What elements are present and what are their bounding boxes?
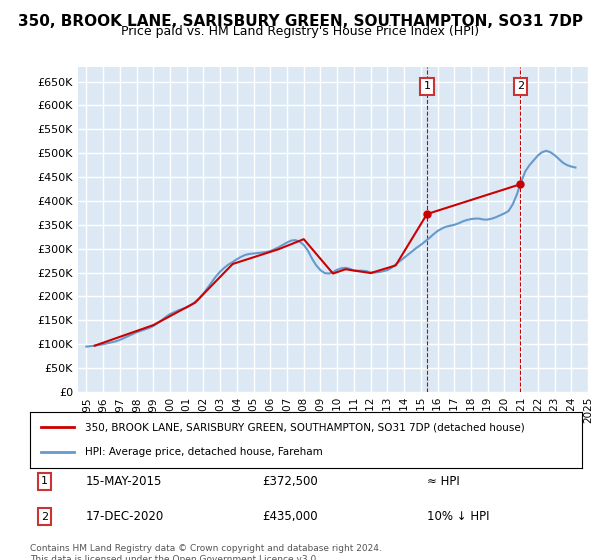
Text: £435,000: £435,000 xyxy=(262,510,317,523)
Text: 350, BROOK LANE, SARISBURY GREEN, SOUTHAMPTON, SO31 7DP: 350, BROOK LANE, SARISBURY GREEN, SOUTHA… xyxy=(17,14,583,29)
Text: Price paid vs. HM Land Registry's House Price Index (HPI): Price paid vs. HM Land Registry's House … xyxy=(121,25,479,38)
Text: £372,500: £372,500 xyxy=(262,475,317,488)
Text: 15-MAY-2015: 15-MAY-2015 xyxy=(85,475,161,488)
Text: 1: 1 xyxy=(41,477,48,487)
Text: HPI: Average price, detached house, Fareham: HPI: Average price, detached house, Fare… xyxy=(85,447,323,457)
Text: 17-DEC-2020: 17-DEC-2020 xyxy=(85,510,163,523)
Text: 10% ↓ HPI: 10% ↓ HPI xyxy=(427,510,490,523)
Text: Contains HM Land Registry data © Crown copyright and database right 2024.
This d: Contains HM Land Registry data © Crown c… xyxy=(30,544,382,560)
Text: 2: 2 xyxy=(41,512,48,521)
Text: ≈ HPI: ≈ HPI xyxy=(427,475,460,488)
Text: 1: 1 xyxy=(424,81,430,91)
Text: 2: 2 xyxy=(517,81,524,91)
Text: 350, BROOK LANE, SARISBURY GREEN, SOUTHAMPTON, SO31 7DP (detached house): 350, BROOK LANE, SARISBURY GREEN, SOUTHA… xyxy=(85,422,525,432)
